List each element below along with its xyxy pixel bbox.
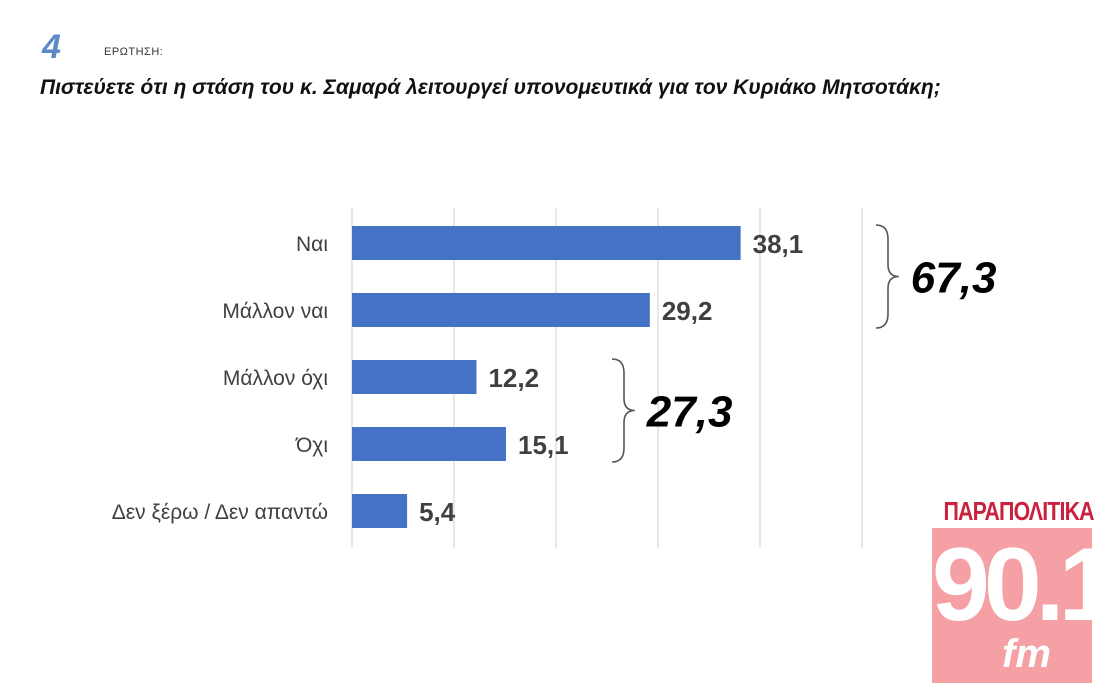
bar (352, 293, 650, 327)
category-label: Μάλλον ναι (222, 300, 328, 323)
category-label: Δεν ξέρω / Δεν απαντώ (112, 501, 328, 524)
group-brace (875, 224, 899, 329)
bar (352, 427, 507, 461)
logo-brand-text: ΠΑΡΑΠΟΛΙΤΙΚΑ (943, 496, 1094, 526)
bar (352, 226, 741, 260)
logo-frequency: 90.1 (932, 527, 1104, 643)
value-label: 38,1 (753, 229, 804, 259)
value-label: 15,1 (518, 430, 569, 460)
radio-logo: ΠΑΡΑΠΟΛΙΤΙΚΑ 90.1 fm (928, 494, 1104, 686)
group-total-label: 67,3 (911, 254, 997, 303)
logo-fm: fm (1002, 632, 1051, 676)
category-label: Όχι (295, 434, 328, 457)
value-label: 29,2 (662, 296, 713, 326)
category-label: Μάλλον όχι (223, 367, 328, 390)
question-text: Πιστεύετε ότι η στάση του κ. Σαμαρά λειτ… (40, 76, 941, 99)
value-label: 12,2 (488, 363, 539, 393)
question-number: 4 (42, 28, 61, 66)
bar (352, 494, 408, 528)
group-brace (611, 358, 635, 463)
bar (352, 360, 477, 394)
logo-box: 90.1 fm (932, 527, 1104, 683)
category-label: Ναι (296, 233, 328, 256)
value-label: 5,4 (419, 497, 456, 527)
group-total-label: 27,3 (646, 388, 733, 437)
question-label: ΕΡΩΤΗΣΗ: (104, 46, 164, 58)
